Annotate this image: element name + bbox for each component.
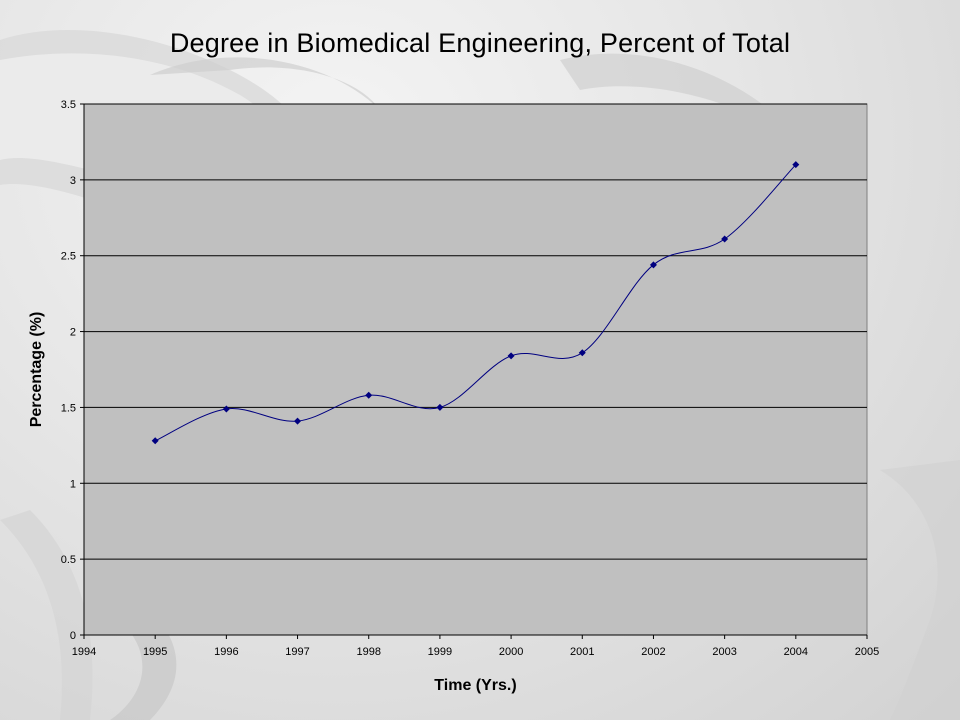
data-point [649,261,657,269]
y-tick-labels: 0 0.5 1 1.5 2 2.5 3 3.5 [61,99,84,642]
x-tick-label: 1996 [214,646,238,658]
x-tick-label: 2000 [499,646,523,658]
x-tick-label: 1997 [285,646,309,658]
x-tick-label: 1995 [143,646,167,658]
y-tick-label: 1.5 [61,402,76,414]
x-tick-label: 1999 [428,646,452,658]
x-tick-labels: 1994 1995 1996 1997 1998 1999 2000 2001 2002 2003… [72,635,879,658]
y-tick-label: 3.5 [61,99,76,111]
data-point [578,349,586,357]
x-axis-title: Time (Yrs.) [434,677,516,694]
y-tick-label: 1 [70,478,76,490]
x-tick-label: 2002 [641,646,665,658]
data-point [721,235,729,243]
data-point [151,437,159,445]
data-markers [151,161,800,445]
x-tick-label: 2001 [570,646,594,658]
plot-area [83,103,868,636]
y-tick-label: 2 [70,327,76,339]
y-tick-label: 2.5 [61,251,76,263]
gridlines [84,103,867,560]
data-point [436,403,444,411]
chart-title: Degree in Biomedical Engineering, Percen… [169,28,791,58]
series-line [154,164,797,442]
data-point [294,417,302,425]
x-tick-label: 2004 [784,646,808,658]
data-point [365,391,373,399]
x-tick-label: 1994 [72,646,96,658]
data-point [507,352,515,360]
data-point [222,405,230,413]
x-tick-label: 1998 [356,646,380,658]
y-tick-label: 0 [70,630,76,642]
x-tick-label: 2005 [855,646,879,658]
y-tick-label: 0.5 [61,554,76,566]
y-axis-title: Percentage (%) [28,312,45,428]
data-point [792,161,800,169]
x-tick-label: 2003 [712,646,736,658]
y-tick-label: 3 [70,175,76,187]
